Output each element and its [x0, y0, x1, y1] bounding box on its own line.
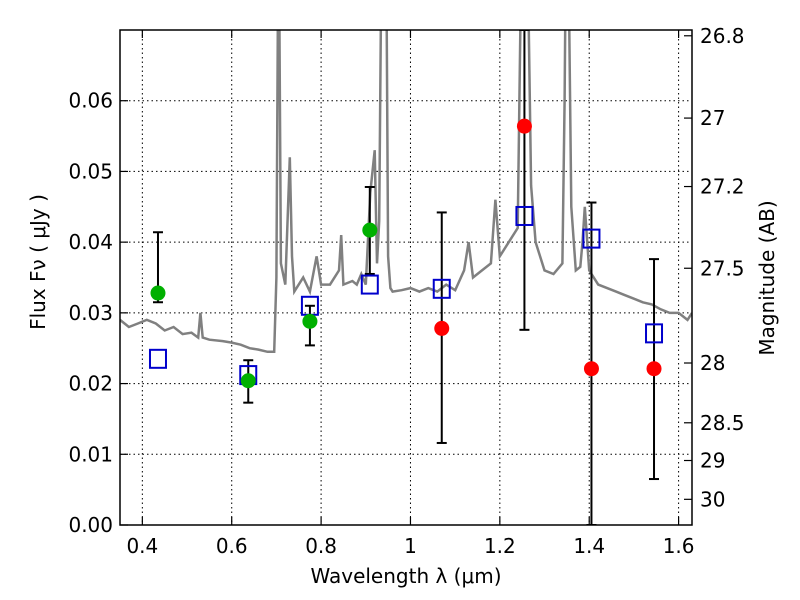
model-square-marker — [360, 274, 379, 295]
model-square-marker — [645, 323, 664, 344]
model-square-marker — [515, 205, 534, 226]
y2-tick-label: 27.2 — [700, 175, 745, 199]
detection-marker — [150, 285, 166, 301]
y-tick-label: 0.05 — [68, 159, 113, 183]
data-markers — [148, 118, 664, 389]
red-marker — [434, 320, 450, 336]
y2-tick-label: 30 — [700, 487, 725, 511]
x-tick-label: 1 — [404, 534, 417, 558]
detection-marker — [362, 222, 378, 238]
x-tick-label: 0.6 — [216, 534, 248, 558]
y2-tick-label: 29 — [700, 449, 725, 473]
x-axis-title: Wavelength λ (μm) — [310, 564, 501, 588]
y2-tick-label: 26.8 — [700, 24, 745, 48]
x-tick-label: 0.4 — [126, 534, 158, 558]
model-square-marker — [582, 228, 601, 249]
plot-background — [120, 30, 692, 525]
red-marker — [516, 118, 532, 134]
y-tick-label: 0.03 — [68, 301, 113, 325]
detection-marker — [240, 373, 256, 389]
x-tick-label: 1.2 — [484, 534, 516, 558]
red-marker — [646, 361, 662, 377]
x-tick-label: 1.4 — [573, 534, 605, 558]
y2-tick-label: 27.5 — [700, 256, 745, 280]
red-marker — [583, 361, 599, 377]
x-tick-label: 1.6 — [663, 534, 695, 558]
y-tick-label: 0.04 — [68, 230, 113, 254]
axis-tick-labels: 0.4 0.6 0.8 1 1.2 1.4 1.6 0.00 0.01 0.02 0.03 0.04 0… — [68, 24, 744, 558]
y2-tick-label: 28 — [700, 351, 725, 375]
detection-marker — [302, 313, 318, 329]
y-tick-label: 0.02 — [68, 372, 113, 396]
plot-frame — [119, 29, 693, 526]
y2-axis-title: Magnitude (AB) — [755, 200, 779, 355]
model-square-marker — [432, 278, 451, 299]
y-tick-label: 0.01 — [68, 442, 113, 466]
y2-tick-label: 27 — [700, 106, 725, 130]
model-square-marker — [148, 348, 167, 369]
spectrum-line — [120, 30, 692, 354]
x-tick-label: 0.8 — [305, 534, 337, 558]
grid-lines — [120, 30, 692, 525]
y2-tick-label: 28.5 — [700, 411, 745, 435]
y-axis-title: Flux Fν ( μJy ) — [26, 194, 50, 330]
y-tick-label: 0.00 — [68, 513, 113, 537]
plot-area — [120, 30, 692, 525]
axis-ticks — [120, 30, 692, 526]
y-tick-label: 0.06 — [68, 89, 113, 113]
